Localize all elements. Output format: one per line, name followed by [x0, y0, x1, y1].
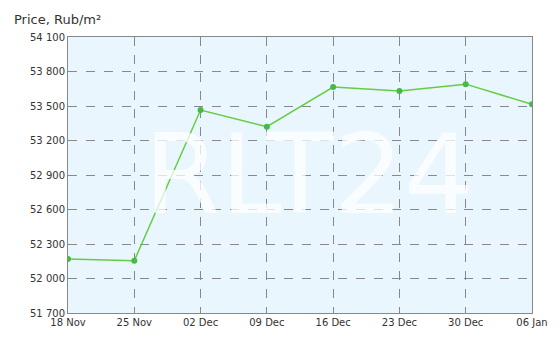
svg-text:52 600: 52 600 — [30, 204, 65, 215]
svg-text:52 000: 52 000 — [30, 273, 65, 284]
svg-text:52 300: 52 300 — [30, 239, 65, 250]
svg-text:53 500: 53 500 — [30, 101, 65, 112]
svg-text:16 Dec: 16 Dec — [316, 317, 351, 328]
svg-text:RLT24: RLT24 — [144, 111, 474, 239]
svg-text:Price, Rub/m²: Price, Rub/m² — [14, 12, 101, 27]
svg-text:30 Dec: 30 Dec — [448, 317, 483, 328]
svg-text:54 100: 54 100 — [30, 32, 65, 43]
svg-text:02 Dec: 02 Dec — [183, 317, 218, 328]
svg-text:06 Jan: 06 Jan — [516, 317, 547, 328]
svg-text:09 Dec: 09 Dec — [249, 317, 284, 328]
svg-text:53 200: 53 200 — [30, 135, 65, 146]
svg-text:51 700: 51 700 — [30, 308, 65, 319]
svg-text:52 900: 52 900 — [30, 170, 65, 181]
svg-text:23 Dec: 23 Dec — [382, 317, 417, 328]
svg-text:25 Nov: 25 Nov — [117, 317, 153, 328]
svg-text:53 800: 53 800 — [30, 66, 65, 77]
svg-text:18 Nov: 18 Nov — [50, 317, 86, 328]
